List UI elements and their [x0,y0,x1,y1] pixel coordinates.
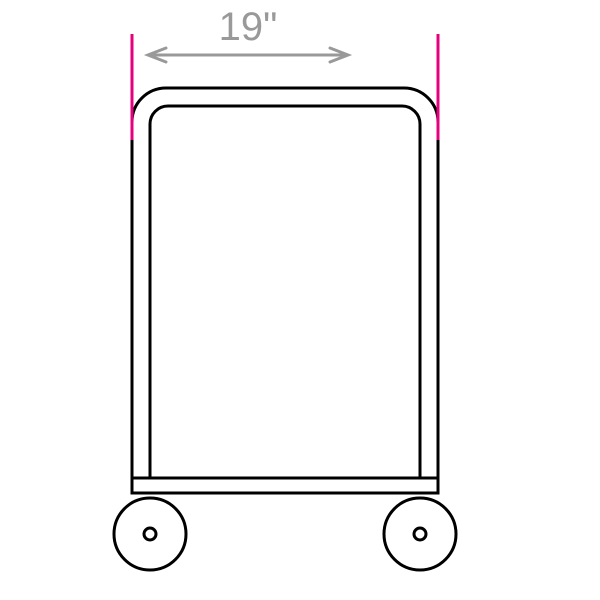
cart-base [132,478,438,493]
wheel-right [384,498,456,570]
cart-width-diagram: 19" [0,0,600,600]
dimension-label: 19" [219,5,278,49]
wheel-left [114,498,186,570]
